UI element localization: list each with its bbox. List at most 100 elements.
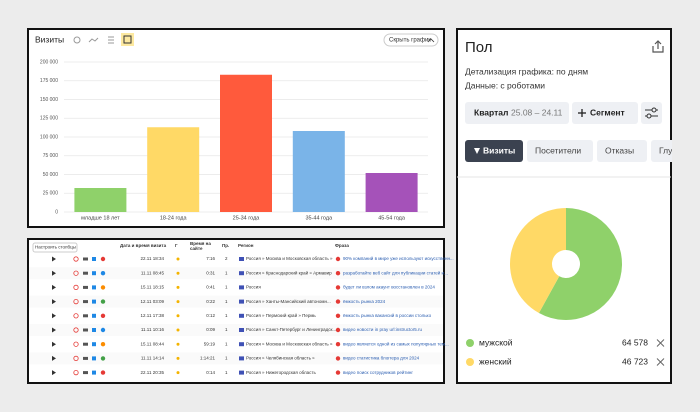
table-cell: 0:09 — [206, 327, 215, 332]
hide-button-label[interactable]: Скрыть график — [389, 38, 431, 44]
column-header: Пр. — [222, 243, 229, 248]
settings-button[interactable] — [32, 242, 78, 253]
settings-icon-button[interactable] — [641, 102, 662, 124]
tab[interactable] — [597, 140, 647, 162]
device-icon — [83, 257, 88, 261]
table-cell: 15.11 08:44 — [141, 341, 165, 346]
tab-label[interactable]: Глу — [659, 145, 673, 155]
search-icon — [73, 369, 79, 376]
tab-label[interactable]: Посетители — [535, 145, 581, 155]
plus-icon — [578, 109, 586, 117]
stars-icon — [176, 271, 180, 275]
browser-icon — [100, 285, 106, 290]
search-icon — [73, 284, 79, 290]
table-cell: 1 — [225, 341, 228, 346]
table-cell: будет ли взлом акаунт восстановлен в 202… — [343, 285, 435, 290]
period-range[interactable]: 25.08 – 24.11 — [511, 107, 563, 117]
table-cell: видео является одной из самых популярных… — [343, 340, 449, 346]
stars-icon — [176, 371, 180, 375]
search-icon — [73, 270, 79, 276]
tab[interactable] — [465, 140, 523, 162]
column-header: Фраза — [335, 243, 349, 248]
play-icon — [52, 299, 56, 305]
table-cell: 59:19 — [204, 341, 216, 346]
play-icon — [52, 313, 56, 319]
play-icon — [52, 370, 56, 376]
tab[interactable] — [527, 140, 593, 162]
bar — [220, 74, 272, 212]
play-icon — [52, 355, 56, 361]
header-line: сайте — [190, 245, 203, 251]
engine-icon — [335, 313, 341, 318]
engine-icon — [335, 271, 341, 276]
pie-slice — [509, 208, 566, 314]
segment-button[interactable] — [572, 102, 638, 124]
search-icon — [73, 256, 79, 262]
remove-icon[interactable] — [656, 339, 665, 347]
search-icon — [73, 341, 79, 347]
stars-icon — [176, 300, 180, 304]
period[interactable]: Квартал — [474, 107, 508, 117]
tab-arrow — [474, 148, 480, 154]
column-header: Регион — [238, 243, 254, 248]
stars-icon — [176, 342, 180, 346]
legend-value: 64 578 — [622, 337, 648, 347]
engine-icon — [335, 356, 341, 361]
bar — [147, 127, 200, 212]
report-title: Пол — [465, 39, 493, 56]
engine-icon — [335, 285, 341, 290]
play-icon — [52, 270, 56, 276]
table-cell: Россия » Пермский край » Пермь — [246, 312, 316, 318]
y-tick-label: 100 000 — [40, 134, 58, 140]
device-icon — [83, 328, 88, 332]
table-cell: 1 — [225, 356, 228, 361]
browser-icon — [100, 271, 106, 276]
share-icon[interactable] — [652, 40, 664, 53]
os-icon — [92, 299, 96, 304]
hide-button[interactable] — [383, 33, 439, 47]
os-icon — [92, 285, 96, 290]
play-icon — [52, 341, 56, 347]
play-icon — [52, 327, 56, 333]
period-button[interactable] — [465, 102, 569, 124]
flag-icon — [239, 285, 244, 290]
table-cell: 1 — [225, 370, 228, 375]
tab-label[interactable]: Отказы — [605, 145, 634, 155]
y-tick-label: 75 000 — [43, 153, 59, 159]
table-cell: 0:31 — [206, 270, 215, 275]
os-icon — [92, 370, 96, 375]
row-stripe — [29, 267, 443, 280]
stars-icon — [176, 314, 180, 318]
tab[interactable] — [651, 140, 691, 162]
pie-slice — [538, 208, 622, 320]
os-icon — [92, 356, 96, 361]
x-tick-label: 25-34 года — [233, 215, 261, 221]
table-cell: ёмкость рынка 2024 — [343, 299, 386, 304]
y-tick-label: 150 000 — [40, 97, 58, 103]
table-cell: 11.11 10:16 — [141, 327, 165, 332]
remove-icon[interactable] — [656, 358, 665, 366]
legend-label: женский — [479, 356, 512, 366]
table-cell: Россия » Челябинская область » — [246, 356, 315, 361]
y-tick-label: 125 000 — [40, 116, 58, 122]
settings-button-label[interactable]: Настроить столбцы — [35, 245, 76, 250]
os-icon — [92, 257, 96, 261]
chart-title: Визиты — [35, 34, 64, 44]
table-cell: Россия — [246, 285, 261, 290]
table-cell: 11.11 14:14 — [141, 356, 165, 361]
engine-icon — [335, 299, 341, 304]
browser-icon — [100, 342, 106, 347]
stars-icon — [176, 257, 180, 261]
table-cell: Россия » Нижегородская область — [246, 370, 316, 375]
segment[interactable]: Сегмент — [590, 107, 625, 117]
y-tick-label: 50 000 — [43, 172, 59, 178]
legend-value: 46 723 — [622, 356, 648, 366]
table-cell: видео новости in pray url:instructor5.ru — [343, 327, 422, 332]
table-cell: 7:16 — [206, 256, 215, 261]
tab-label[interactable]: Визиты — [483, 145, 515, 155]
device-icon — [83, 314, 88, 318]
device-icon — [83, 371, 88, 375]
flag-icon — [239, 370, 244, 375]
browser-icon — [100, 299, 106, 304]
